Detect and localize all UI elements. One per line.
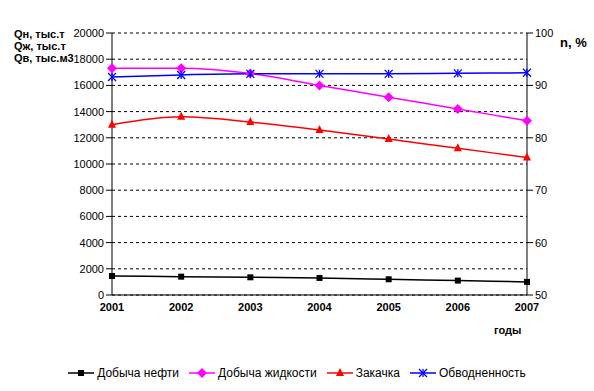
svg-text:2003: 2003 [238, 301, 262, 313]
svg-text:2007: 2007 [515, 301, 539, 313]
svg-text:6000: 6000 [80, 210, 104, 222]
svg-text:100: 100 [535, 27, 553, 39]
svg-text:70: 70 [535, 184, 547, 196]
html-text:Закачка: Закачка [355, 366, 400, 380]
svg-text:2005: 2005 [376, 301, 400, 313]
html-text:Обводненность: Обводненность [439, 366, 526, 380]
html-text:Qн, тыс.т: Qн, тыс.т [14, 28, 65, 40]
html-text:Qж, тыс.т: Qж, тыс.т [14, 40, 66, 52]
html-text:Добыча нефти: Добыча нефти [97, 366, 179, 380]
html-text:Добыча жидкости: Добыча жидкости [218, 366, 317, 380]
svg-text:2000: 2000 [80, 263, 104, 275]
svg-text:8000: 8000 [80, 184, 104, 196]
svg-text:14000: 14000 [73, 106, 104, 118]
svg-text:20000: 20000 [73, 27, 104, 39]
svg-text:2002: 2002 [169, 301, 193, 313]
svg-text:2006: 2006 [446, 301, 470, 313]
svg-text:60: 60 [535, 237, 547, 249]
svg-text:10000: 10000 [73, 158, 104, 170]
svg-text:90: 90 [535, 79, 547, 91]
html-text:годы: годы [494, 324, 522, 336]
svg-text:0: 0 [98, 289, 104, 301]
svg-text:2004: 2004 [307, 301, 332, 313]
html-text:n, %: n, % [560, 35, 587, 50]
svg-text:4000: 4000 [80, 237, 104, 249]
svg-text:2001: 2001 [100, 301, 124, 313]
svg-text:80: 80 [535, 132, 547, 144]
svg-text:16000: 16000 [73, 79, 104, 91]
html-text:Qв, тыс.м3: Qв, тыс.м3 [14, 52, 74, 64]
svg-text:12000: 12000 [73, 132, 104, 144]
svg-text:18000: 18000 [73, 53, 104, 65]
svg-text:50: 50 [535, 289, 547, 301]
